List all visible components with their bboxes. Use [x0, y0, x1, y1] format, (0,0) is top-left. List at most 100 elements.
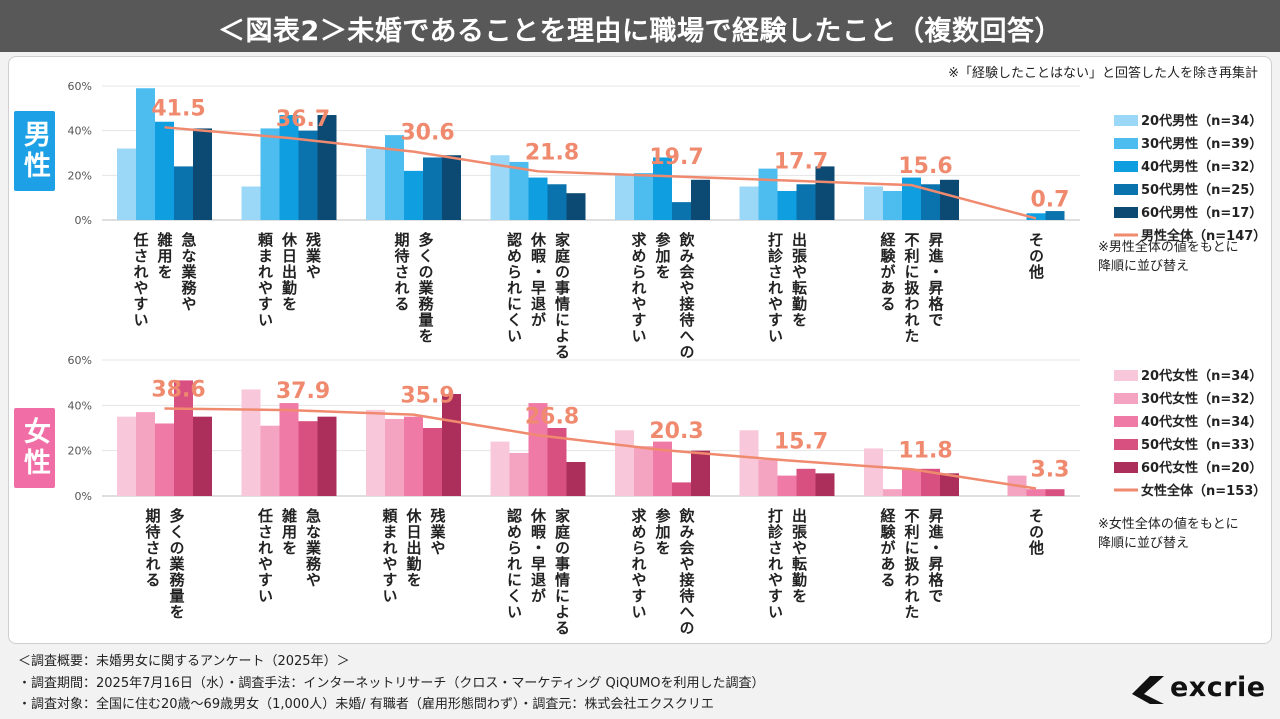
category-label: 任されやすい: [132, 231, 150, 328]
excrie-logo-icon: [1132, 676, 1164, 704]
category-label: 急な業務や: [304, 507, 322, 588]
female-badge: 女性: [14, 408, 55, 488]
bar-female-s1-c1: [260, 425, 280, 496]
bar-female-s3-c5: [796, 468, 816, 496]
bar-male-s3-c4: [672, 202, 691, 220]
bar-male-s1-c4: [634, 173, 653, 220]
bar-female-s0-c5: [739, 430, 759, 496]
bar-male-s2-c1: [279, 115, 299, 220]
category-label: 残業や: [429, 507, 447, 556]
bar-male-s3-c7: [1045, 211, 1065, 220]
total-data-label: 41.5: [151, 96, 205, 121]
bar-female-s0-c4: [615, 430, 634, 496]
bar-female-s0-c6: [864, 448, 883, 496]
legend-swatch: [1114, 462, 1138, 473]
chart-male: 0% 20% 40% 60% 41.5 36.7 30.6 21.8 19.7 17.7 15.6 0…: [68, 80, 1267, 360]
bar-female-s3-c4: [672, 482, 691, 496]
bar-female-s2-c3: [528, 403, 548, 496]
bar-male-s0-c1: [241, 186, 261, 220]
category-label: 出張や転勤を: [790, 507, 808, 604]
bar-male-s0-c0: [117, 148, 136, 220]
category-label: 求められやすい: [630, 507, 648, 620]
category-label: 休日出勤を: [280, 231, 298, 312]
total-data-label: 20.3: [649, 419, 703, 444]
bar-male-s4-c5: [815, 166, 835, 220]
bar-female-s3-c7: [1045, 489, 1065, 496]
bar-male-s2-c2: [404, 170, 423, 220]
legend-label: 60代女性（n=20）: [1141, 460, 1262, 476]
y-tick-label: 0%: [75, 214, 92, 227]
legend-label: 30代男性（n=39）: [1141, 136, 1262, 152]
category-label: 経験がある: [879, 231, 897, 312]
bar-male-s1-c6: [883, 190, 902, 220]
bar-female-s4-c3: [566, 462, 586, 496]
bar-female-s1-c6: [883, 489, 902, 496]
legend-swatch: [1114, 416, 1138, 427]
legend-label: 50代男性（n=25）: [1141, 182, 1262, 198]
category-label: 認められにくい: [505, 507, 523, 620]
legend-swatch: [1114, 161, 1138, 172]
category-label: 不利に扱われた: [903, 508, 921, 620]
category-label: 昇進・昇格で: [927, 508, 945, 604]
legend-swatch: [1114, 115, 1138, 126]
footer-line1: ＜調査概要：未婚男女に関するアンケート（2025年）＞: [18, 654, 350, 669]
bar-male-s4-c3: [566, 193, 586, 220]
legend-label: 40代女性（n=34）: [1141, 414, 1262, 430]
legend-label: 40代男性（n=32）: [1141, 159, 1262, 175]
legend-swatch: [1114, 370, 1138, 381]
survey-footer: ＜調査概要：未婚男女に関するアンケート（2025年）＞ ・調査期間：2025年7…: [18, 651, 765, 716]
footer-line3: ・調査対象：全国に住む20歳～69歳男女（1,000人）未婚/ 有職者（雇用形態…: [18, 697, 714, 712]
legend-swatch: [1114, 439, 1138, 450]
bar-male-s2-c3: [528, 177, 548, 220]
footer-line2: ・調査期間：2025年7月16日（水）・調査手法：インターネットリサーチ（クロス…: [18, 675, 765, 691]
category-label: 参加を: [654, 231, 672, 280]
category-label: 飲み会や接待への: [678, 507, 696, 636]
total-data-label: 17.7: [774, 149, 828, 174]
total-data-label: 11.8: [898, 438, 952, 463]
total-data-label: 19.7: [649, 145, 703, 170]
total-data-label: 35.9: [400, 384, 454, 409]
category-label: 雑用を: [156, 231, 174, 280]
category-label: 頼まれやすい: [381, 508, 399, 604]
category-label: 頼まれやすい: [256, 232, 274, 328]
legend-label: 50代女性（n=33）: [1141, 437, 1262, 453]
total-data-label: 26.8: [525, 404, 579, 429]
category-label: 認められにくい: [505, 231, 523, 344]
bar-male-s2-c7: [1026, 213, 1046, 220]
bar-male-s2-c6: [902, 177, 921, 220]
bar-female-s1-c5: [758, 459, 778, 496]
bar-female-s0-c3: [490, 441, 510, 496]
legend-swatch: [1114, 393, 1138, 404]
bar-male-s2-c0: [155, 121, 174, 220]
category-label: 残業や: [304, 231, 322, 280]
legend-label-total: 男性全体（n=147）: [1141, 228, 1266, 244]
category-label: 急な業務や: [180, 231, 198, 312]
title-bar: ＜図表2＞未婚であることを理由に職場で経験したこと（複数回答）: [0, 0, 1280, 52]
legend-swatch: [1114, 207, 1138, 218]
bar-male-s0-c2: [366, 148, 385, 220]
bar-male-s1-c3: [509, 161, 529, 220]
bar-female-s2-c4: [653, 441, 672, 496]
bar-female-s4-c6: [940, 473, 959, 496]
male-sort-note: ※男性全体の値をもとに 降順に並び替え: [1098, 238, 1239, 276]
total-data-label: 15.6: [898, 154, 952, 179]
bar-female-s2-c0: [155, 423, 174, 496]
recount-note: ※「経験したことはない」と回答した人を除き再集計: [948, 66, 1258, 81]
legend-label: 30代女性（n=32）: [1141, 391, 1262, 407]
bar-female-s2-c6: [902, 468, 921, 496]
category-label: 打診されやすい: [766, 507, 784, 620]
category-label: 経験がある: [879, 507, 897, 588]
bar-male-s1-c5: [758, 168, 778, 220]
total-data-label: 38.6: [151, 378, 205, 403]
category-label: 家庭の事情による: [553, 507, 571, 636]
total-data-label: 3.3: [1031, 458, 1070, 483]
y-tick-label: 40%: [68, 125, 92, 138]
female-sort-note-line2: 降順に並び替え: [1098, 536, 1190, 551]
category-label: 参加を: [654, 507, 672, 556]
bar-female-s0-c0: [117, 416, 136, 496]
bar-male-s3-c3: [547, 184, 567, 220]
bar-female-s1-c0: [136, 412, 155, 496]
bar-male-s3-c1: [298, 130, 318, 220]
category-label: 求められやすい: [630, 231, 648, 344]
bar-male-s4-c2: [442, 155, 461, 220]
